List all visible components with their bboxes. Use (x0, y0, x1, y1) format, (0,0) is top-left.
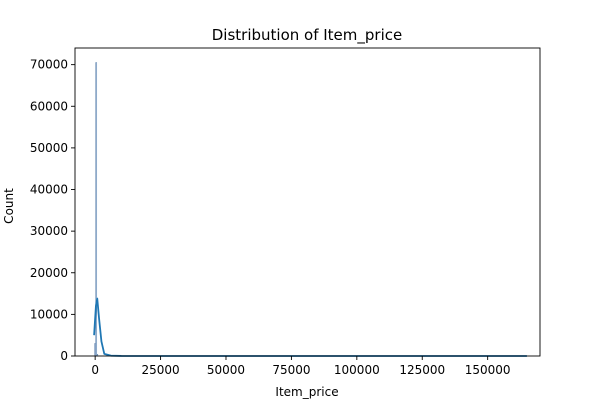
y-tick-label: 60000 (30, 99, 68, 113)
x-tick-label: 50000 (207, 363, 245, 377)
y-axis-ticks: 0 10000 20000 30000 40000 50000 60000 70000 (30, 58, 75, 363)
x-tick-label: 75000 (272, 363, 310, 377)
x-tick-label: 100000 (334, 363, 380, 377)
kde-line (93, 297, 527, 357)
y-tick-label: 30000 (30, 224, 68, 238)
chart-title: Distribution of Item_price (212, 26, 402, 45)
kde-layer (93, 297, 527, 357)
axes (74, 47, 541, 357)
y-tick-label: 20000 (30, 266, 68, 280)
y-tick-label: 70000 (30, 58, 68, 72)
x-axis-title: Item_price (275, 385, 338, 399)
x-tick-label: 150000 (465, 363, 511, 377)
y-axis-title: Count (2, 188, 16, 224)
x-tick-label: 0 (91, 363, 99, 377)
x-axis-ticks: 0 25000 50000 75000 100000 125000 150000 (91, 356, 511, 377)
y-tick-label: 0 (60, 349, 68, 363)
axes-frame (74, 47, 541, 357)
x-tick-label: 125000 (399, 363, 445, 377)
y-tick-label: 40000 (30, 183, 68, 197)
x-tick-label: 25000 (141, 363, 179, 377)
y-tick-label: 50000 (30, 141, 68, 155)
y-tick-label: 10000 (30, 307, 68, 321)
